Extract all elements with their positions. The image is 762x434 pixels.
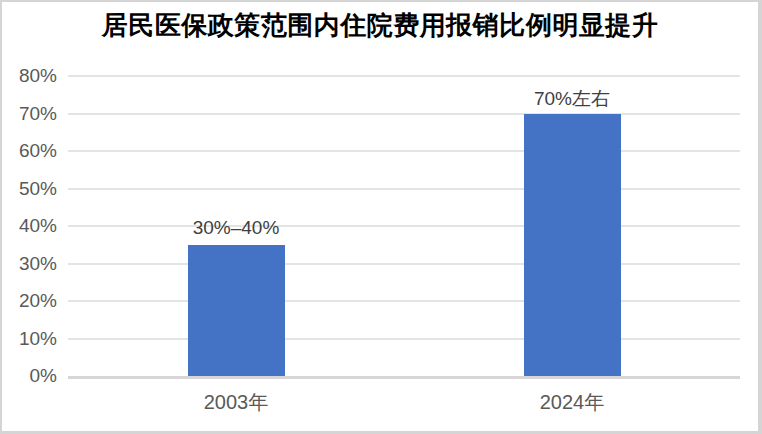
- gridline-70: [68, 113, 740, 115]
- bar-2024年: [524, 114, 621, 377]
- ytick-label-20: 20%: [2, 290, 57, 312]
- ytick-label-50: 50%: [2, 178, 57, 200]
- gridline-50: [68, 188, 740, 190]
- gridline-30: [68, 263, 740, 265]
- bar-data-label-2003年: 30%–40%: [136, 217, 336, 239]
- gridline-20: [68, 300, 740, 302]
- category-label-2003年: 2003年: [68, 389, 404, 416]
- ytick-label-0: 0%: [2, 365, 57, 387]
- ytick-label-40: 40%: [2, 215, 57, 237]
- gridline-60: [68, 150, 740, 152]
- ytick-label-10: 10%: [2, 328, 57, 350]
- ytick-label-60: 60%: [2, 140, 57, 162]
- category-label-2024年: 2024年: [404, 389, 740, 416]
- ytick-label-80: 80%: [2, 65, 57, 87]
- gridline-10: [68, 338, 740, 340]
- gridline-80: [68, 75, 740, 77]
- bar-2003年: [188, 245, 285, 376]
- ytick-label-30: 30%: [2, 253, 57, 275]
- bar-data-label-2024年: 70%左右: [472, 86, 672, 112]
- chart-title: 居民医保政策范围内住院费用报销比例明显提升: [2, 8, 758, 43]
- chart-container: 居民医保政策范围内住院费用报销比例明显提升 30%–40% 70%左右 0% 10%…: [0, 0, 762, 434]
- ytick-label-70: 70%: [2, 103, 57, 125]
- plot-area: 30%–40% 70%左右: [68, 76, 740, 379]
